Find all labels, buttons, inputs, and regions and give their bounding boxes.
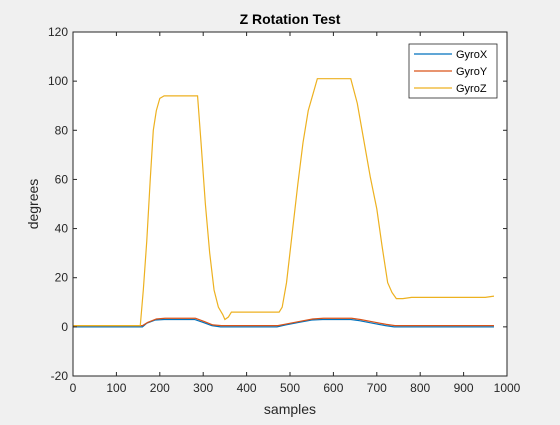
x-tick-label: 900 — [454, 381, 474, 395]
y-tick-label: 80 — [55, 123, 69, 137]
y-tick-label: 40 — [55, 222, 69, 236]
y-tick-label: 20 — [55, 271, 69, 285]
x-tick-label: 1000 — [494, 381, 521, 395]
x-tick-label: 200 — [150, 381, 170, 395]
y-axis-label: degrees — [25, 179, 41, 230]
x-tick-label: 100 — [106, 381, 126, 395]
y-tick-label: 60 — [55, 172, 69, 186]
legend: GyroX GyroY GyroZ — [408, 43, 498, 99]
series-line-gyrox — [73, 318, 494, 328]
x-axis-label: samples — [264, 401, 316, 417]
series-line-gyroy — [73, 317, 494, 327]
y-axis-ticks: -20 0 20 40 60 80 100 120 — [48, 25, 507, 383]
chart-title: Z Rotation Test — [240, 11, 341, 27]
y-tick-label: 120 — [48, 25, 68, 39]
x-tick-label: 500 — [280, 381, 300, 395]
x-tick-label: 400 — [237, 381, 257, 395]
x-tick-label: 800 — [410, 381, 430, 395]
y-tick-label: -20 — [51, 369, 69, 383]
x-tick-label: 600 — [323, 381, 343, 395]
series-line-gyroz — [73, 78, 495, 327]
x-axis-ticks: 0 100 200 300 400 500 600 700 800 900 1000 — [70, 32, 521, 395]
legend-label-gyroz: GyroZ — [456, 83, 487, 95]
series-layer — [73, 78, 495, 328]
y-tick-label: 100 — [48, 74, 68, 88]
x-tick-label: 0 — [70, 381, 77, 395]
x-tick-label: 700 — [367, 381, 387, 395]
x-tick-label: 300 — [193, 381, 213, 395]
legend-label-gyroy: GyroY — [456, 66, 488, 78]
y-tick-label: 0 — [61, 320, 68, 334]
legend-label-gyrox: GyroX — [456, 49, 488, 61]
